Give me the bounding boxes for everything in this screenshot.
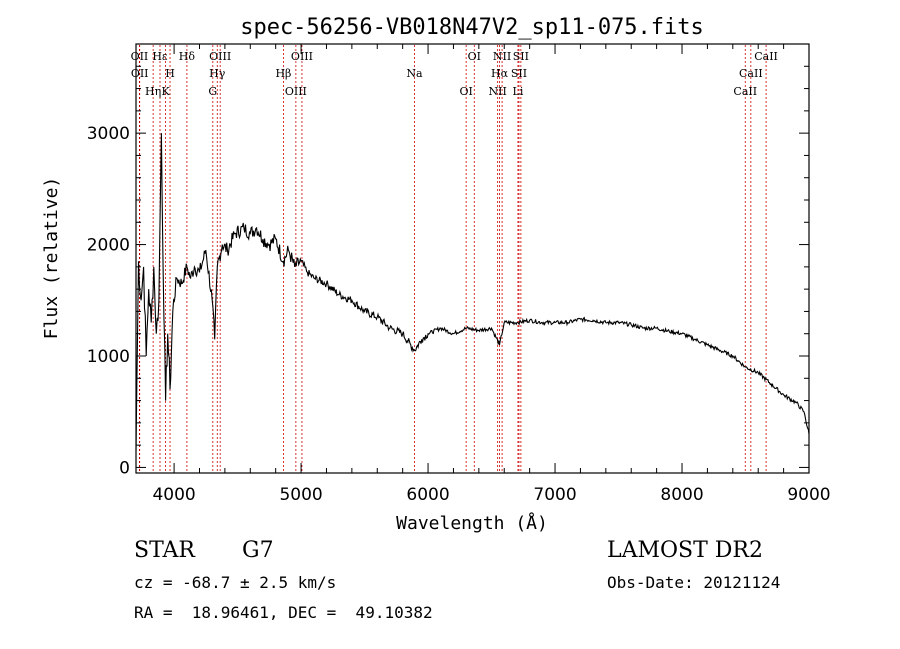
spectral-line-markers <box>139 45 767 472</box>
plot-frame <box>135 43 810 474</box>
line-label: NII <box>488 85 506 98</box>
line-label: OII <box>131 50 149 63</box>
redshift-readout: cz = -68.7 ± 2.5 km/s <box>134 573 337 592</box>
line-label: Hε <box>152 50 168 63</box>
line-label: Hη <box>145 85 161 98</box>
line-label: OIII <box>209 50 231 63</box>
y-axis-ticks: 0 1000 2000 3000 <box>87 65 809 478</box>
line-label: Hδ <box>179 50 196 63</box>
x-tick-label: 6000 <box>406 485 449 505</box>
y-tick-label: 0 <box>119 458 130 478</box>
line-label: G <box>208 85 217 98</box>
y-tick-label: 2000 <box>87 236 130 256</box>
line-label: CaII <box>739 67 763 80</box>
x-tick-label: 7000 <box>533 485 576 505</box>
y-tick-label: 3000 <box>87 124 130 144</box>
x-tick-label: 9000 <box>787 485 830 505</box>
line-label: OI <box>468 50 481 63</box>
line-label: CaII <box>733 85 757 98</box>
x-tick-label: 8000 <box>660 485 703 505</box>
object-class: STAR <box>134 538 195 563</box>
line-label: OI <box>459 85 472 98</box>
line-label: NII <box>493 50 511 63</box>
line-label: CaII <box>754 50 778 63</box>
line-label: Hγ <box>209 67 226 80</box>
line-label: Na <box>406 67 423 80</box>
x-tick-label: 5000 <box>279 485 322 505</box>
y-tick-label: 1000 <box>87 347 130 367</box>
coordinates-readout: RA = 18.96461, DEC = 49.10382 <box>134 603 433 622</box>
spectrum-line <box>135 133 810 451</box>
line-label: OII <box>131 67 149 80</box>
line-label: SII <box>511 67 527 80</box>
line-label: Hα <box>491 67 509 80</box>
x-axis-ticks: 4000 5000 6000 7000 8000 9000 <box>152 44 831 505</box>
observation-date: Obs-Date: 20121124 <box>607 573 781 592</box>
chart-title: spec-56256-VB018N47V2_sp11-075.fits <box>240 15 704 40</box>
line-label: Hβ <box>275 67 291 80</box>
line-label: K <box>161 85 170 98</box>
x-axis-label: Wavelength (Å) <box>396 512 548 534</box>
y-axis-label: Flux (relative) <box>41 177 62 340</box>
spectral-line-labels: OIIOIIHηHεHKHδHγGOIIIHβOIIIOIIINaOIOIHαN… <box>131 50 778 98</box>
line-label: SII <box>513 50 529 63</box>
object-subclass: G7 <box>242 538 274 563</box>
x-tick-label: 4000 <box>152 485 195 505</box>
line-label: OIII <box>291 50 313 63</box>
survey-name: LAMOST DR2 <box>607 538 763 563</box>
line-label: Li <box>513 85 524 98</box>
line-label: OIII <box>285 85 307 98</box>
line-label: H <box>165 67 175 80</box>
